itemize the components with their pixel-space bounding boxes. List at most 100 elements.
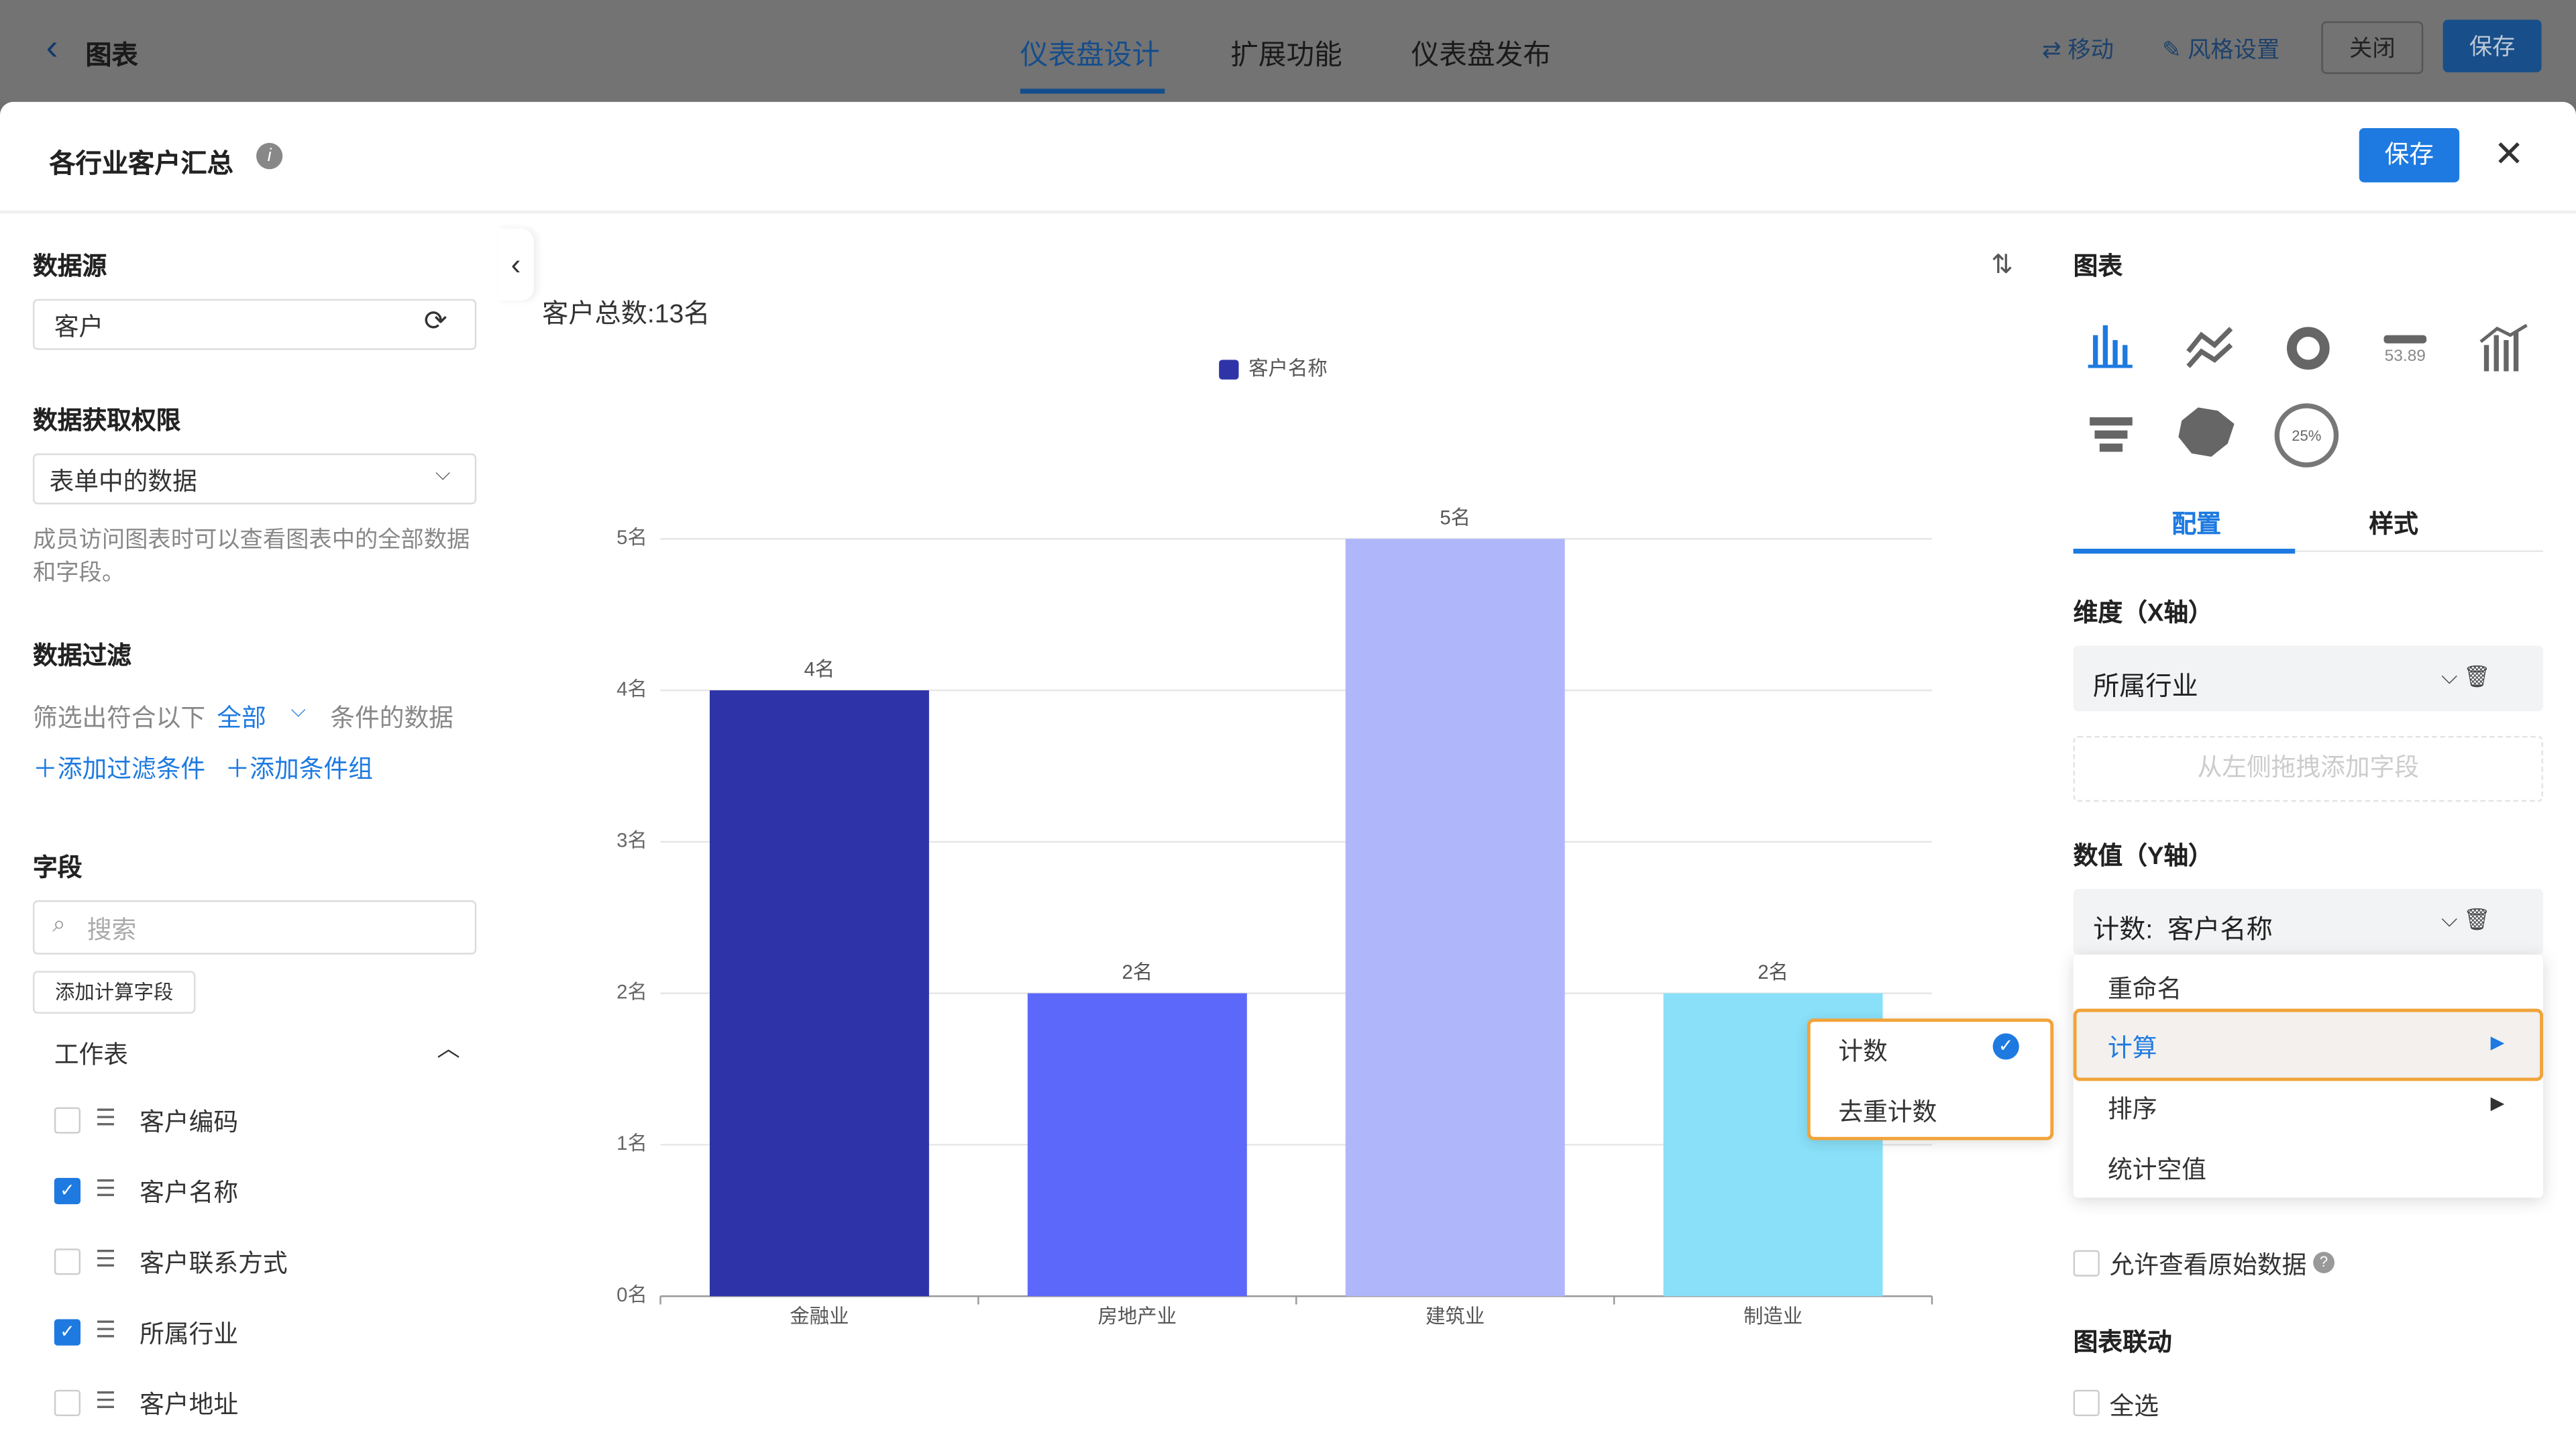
chevron: ⌵ [435, 462, 451, 485]
field-type-icon: ☰ [95, 1386, 116, 1413]
label: 图表 [2073, 253, 2123, 281]
back-icon[interactable]: ‹ [46, 26, 58, 68]
chevron: ⌵ [290, 698, 306, 722]
label: 数值（Y轴） [2073, 843, 2213, 871]
tab-underline [1020, 89, 1165, 94]
back-label[interactable]: 图表 [85, 42, 138, 71]
y-field[interactable] [2073, 888, 2544, 955]
source-value: 客户 [54, 313, 104, 342]
x-tick-label: 金融业 [790, 1305, 849, 1328]
y-tick-label: 4名 [616, 678, 647, 700]
combo-icon[interactable] [2479, 323, 2528, 372]
raw-data-label: 允许查看原始数据 [2109, 1252, 2307, 1280]
save-button[interactable]: 保存 [2443, 19, 2542, 72]
add-calc-button[interactable]: 添加计算字段 [32, 971, 196, 1014]
checkbox[interactable]: ✓ [54, 1177, 81, 1205]
legend-label: 客户名称 [1248, 358, 1328, 380]
number-icon[interactable] [2383, 335, 2427, 343]
line-icon[interactable] [2186, 327, 2233, 368]
checkbox[interactable]: ✓ [54, 1319, 81, 1346]
refresh-icon[interactable]: ⟳ [423, 305, 447, 337]
checkbox[interactable] [54, 1389, 81, 1417]
move-button[interactable]: ⇄ 移动 [2042, 36, 2114, 63]
bar [1345, 539, 1565, 1297]
help-icon[interactable]: ? [2313, 1252, 2335, 1273]
y-tick-label: 3名 [616, 830, 647, 852]
bar [709, 690, 929, 1297]
submenu-item[interactable]: 去重计数 [1838, 1099, 1937, 1128]
search-box[interactable] [32, 900, 477, 955]
tab[interactable]: 仪表盘设计 [1020, 39, 1160, 71]
collapse-icon[interactable]: ︿ [437, 1034, 460, 1062]
data-label: 2名 [1122, 961, 1152, 983]
search-icon: ⌕ [52, 910, 66, 936]
permission-value: 表单中的数据 [49, 468, 197, 496]
label: 字段 [32, 854, 83, 883]
y-tick-label: 2名 [616, 981, 647, 1003]
menu-item[interactable]: 统计空值 [2108, 1157, 2207, 1185]
menu-item[interactable]: 重命名 [2108, 975, 2182, 1004]
filter-text: 条件的数据 [330, 704, 453, 733]
number-icon-text: 53.89 [2385, 347, 2426, 365]
permission-select[interactable] [32, 453, 477, 504]
checkbox[interactable] [2073, 1389, 2100, 1417]
add-filter-label: 添加过滤条件 [57, 755, 206, 784]
filter-text: 筛选出符合以下 [32, 704, 206, 733]
x-field[interactable] [2073, 645, 2544, 712]
field-icons[interactable]: ⌵ 🗑 [2441, 663, 2491, 689]
y-field-name: 客户名称 [2167, 916, 2273, 945]
style-button[interactable]: ✎ 风格设置 [2161, 36, 2280, 63]
config-tab[interactable]: 配置 [2171, 511, 2222, 539]
submenu-item[interactable]: 计数 [1838, 1038, 1888, 1067]
collapse-left[interactable]: ‹ [498, 228, 534, 301]
chart-title: 客户总数:13名 [542, 300, 710, 329]
map-icon[interactable] [2178, 407, 2235, 457]
info-icon[interactable]: i [256, 143, 283, 170]
drop-zone[interactable]: 从左侧拖拽添加字段 [2073, 736, 2544, 802]
tab-line [2073, 550, 2544, 552]
field-label: 客户地址 [140, 1391, 239, 1419]
field-type-icon: ☰ [95, 1316, 116, 1342]
close-button[interactable]: 关闭 [2321, 21, 2424, 74]
x-field-value: 所属行业 [2093, 674, 2198, 702]
check-icon: ✓ [1992, 1033, 2019, 1060]
field-label: 客户名称 [140, 1179, 239, 1208]
dialog-save[interactable]: 保存 [2359, 128, 2460, 182]
checkbox[interactable] [54, 1248, 81, 1275]
field-type-icon: ☰ [95, 1104, 116, 1130]
style-tab[interactable]: 样式 [2369, 511, 2418, 539]
menu-item[interactable]: 计算 [2108, 1034, 2157, 1063]
source-select[interactable] [32, 299, 477, 350]
checkbox[interactable] [54, 1107, 81, 1134]
top-bar [0, 0, 2576, 102]
gauge-icon-text: 25% [2292, 427, 2321, 444]
funnel-icon[interactable] [2090, 417, 2133, 452]
label: 数据获取权限 [32, 407, 181, 435]
label: 数据过滤 [32, 642, 131, 671]
tab[interactable]: 扩展功能 [1230, 39, 1342, 71]
filter-mode[interactable]: 全部 [217, 704, 266, 733]
divider [0, 210, 2576, 214]
dialog-title: 各行业客户汇总 [49, 151, 233, 179]
gauge-icon[interactable] [2274, 403, 2339, 468]
menu-item[interactable]: 排序 [2108, 1095, 2157, 1124]
pie-icon[interactable] [2286, 327, 2330, 370]
legend-swatch [1219, 360, 1239, 380]
x-tick-label: 房地产业 [1098, 1305, 1177, 1328]
tab[interactable]: 仪表盘发布 [1411, 39, 1551, 71]
add-group[interactable]: ＋添加条件组 [225, 755, 373, 784]
dialog-close[interactable]: ✕ [2493, 133, 2524, 174]
checkbox[interactable] [2073, 1250, 2100, 1277]
field-icons[interactable]: ⌵ 🗑 [2441, 906, 2491, 932]
y-field-value: 计数: 客户名称 [2093, 907, 2273, 947]
y-tick-label: 5名 [616, 527, 647, 549]
bar-icon[interactable] [2088, 325, 2133, 368]
sort-icon[interactable]: ⇅ [1991, 250, 2013, 279]
add-filter[interactable]: ＋添加过滤条件 [32, 755, 206, 784]
field-type-icon: ☰ [95, 1245, 116, 1272]
y-tick-label: 1名 [616, 1132, 647, 1155]
menu-highlight [2073, 1008, 2544, 1081]
sheet-label: 工作表 [54, 1041, 129, 1070]
field-label: 所属行业 [140, 1320, 239, 1349]
